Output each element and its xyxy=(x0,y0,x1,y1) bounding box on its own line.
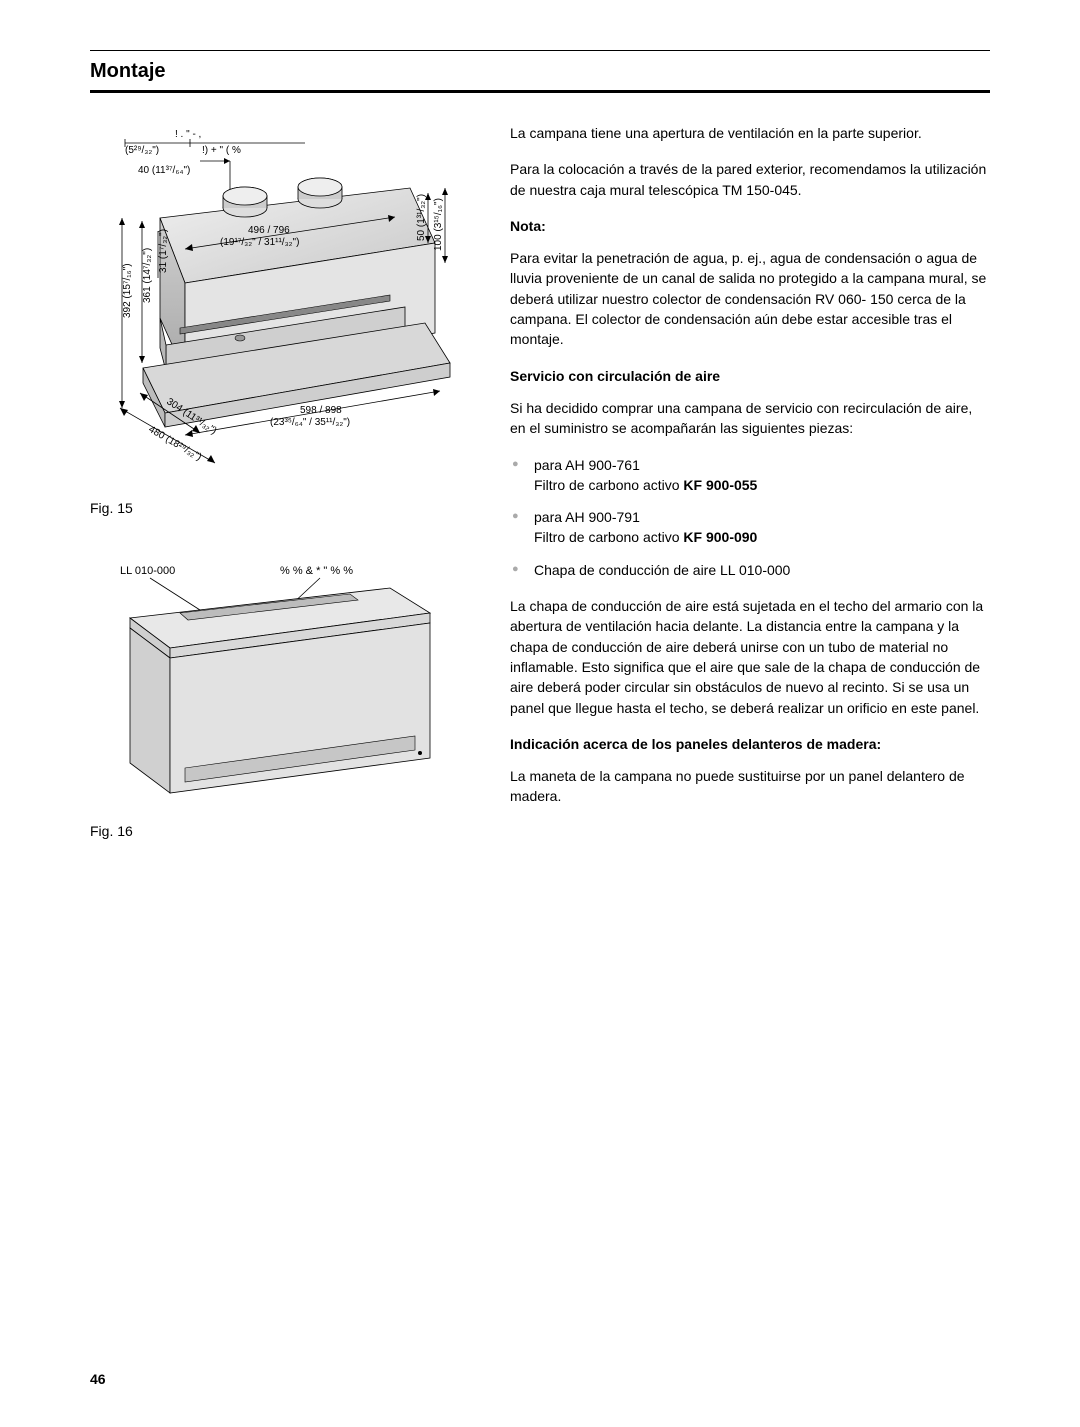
figure-15-drawing: ! . " - , (5²⁹/₃₂") !) + " ( % 40 (11³⁷/… xyxy=(90,123,460,483)
fig16-label-right: % % & * " % % xyxy=(280,565,353,577)
indic-head: Indicación acerca de los paneles delante… xyxy=(510,734,990,754)
bullet-2-line2b: KF 900-090 xyxy=(683,529,757,545)
bullet-1-line2a: Filtro de carbono activo xyxy=(534,477,683,493)
right-column: La campana tiene una apertura de ventila… xyxy=(510,123,990,875)
bullet-1-line2b: KF 900-055 xyxy=(683,477,757,493)
nota-body: Para evitar la penetración de agua, p. e… xyxy=(510,248,990,349)
figure-16-caption: Fig. 16 xyxy=(90,821,460,841)
dim-left-mid: 361 (14⁷/₃₂") xyxy=(142,248,153,303)
dim-top1: (5²⁹/₃₂") xyxy=(125,145,159,156)
bullet-2-line1: para AH 900-791 xyxy=(534,509,640,525)
dim-center1: 496 / 796 xyxy=(248,225,290,236)
bullet-1-line1: para AH 900-761 xyxy=(534,457,640,473)
para-1: La campana tiene una apertura de ventila… xyxy=(510,123,990,143)
bullet-item-2: para AH 900-791 Filtro de carbono activo… xyxy=(510,507,990,548)
para-2: Para la colocación a través de la pared … xyxy=(510,159,990,200)
figure-16: LL 010-000 % % & * " % % xyxy=(90,553,460,813)
dim-center2: (19¹⁷/₃₂" / 31¹¹/₃₂") xyxy=(220,237,299,248)
dim-left-outer: 392 (15⁷/₁₆") xyxy=(122,263,133,318)
chapa-para: La chapa de conducción de aire está suje… xyxy=(510,596,990,718)
two-column-layout: ! . " - , (5²⁹/₃₂") !) + " ( % 40 (11³⁷/… xyxy=(90,123,990,875)
figure-15: ! . " - , (5²⁹/₃₂") !) + " ( % 40 (11³⁷/… xyxy=(90,123,460,488)
dim-right-outer: 100 (3¹⁵/₁₆") xyxy=(433,198,444,251)
left-column: ! . " - , (5²⁹/₃₂") !) + " ( % 40 (11³⁷/… xyxy=(90,123,460,875)
dim-garble-1: ! . " - , xyxy=(175,129,201,140)
fig16-label-left: LL 010-000 xyxy=(120,565,175,577)
bullet-item-1: para AH 900-761 Filtro de carbono activo… xyxy=(510,455,990,496)
dim-top2: 40 (11³⁷/₆₄") xyxy=(138,165,190,176)
rule-thick xyxy=(90,90,990,93)
indic-body: La maneta de la campana no puede sustitu… xyxy=(510,766,990,807)
dim-bottom2: (23³⁵/₆₄" / 35¹¹/₃₂") xyxy=(270,417,350,428)
nota-label: Nota: xyxy=(510,216,990,236)
dim-bottom1: 598 / 898 xyxy=(300,405,342,416)
rule-top xyxy=(90,50,990,51)
dim-garble-2: !) + " ( % xyxy=(202,145,241,156)
section-title: Montaje xyxy=(90,57,990,86)
servicio-intro: Si ha decidido comprar una campana de se… xyxy=(510,398,990,439)
dim-left-inner: 31 (1⁷/₃₂") xyxy=(158,229,169,273)
servicio-head: Servicio con circulación de aire xyxy=(510,366,990,386)
bullet-2-line2a: Filtro de carbono activo xyxy=(534,529,683,545)
bullet-item-3: Chapa de conducción de aire LL 010-000 xyxy=(510,560,990,580)
figure-15-caption: Fig. 15 xyxy=(90,498,460,518)
dim-right-inner: 50 (1³¹/₃₂") xyxy=(416,194,427,241)
bullet-3-line1: Chapa de conducción de aire LL 010-000 xyxy=(534,562,790,578)
figure-16-drawing: LL 010-000 % % & * " % % xyxy=(90,553,460,813)
bullet-list: para AH 900-761 Filtro de carbono activo… xyxy=(510,455,990,580)
page-number: 46 xyxy=(90,1369,106,1389)
